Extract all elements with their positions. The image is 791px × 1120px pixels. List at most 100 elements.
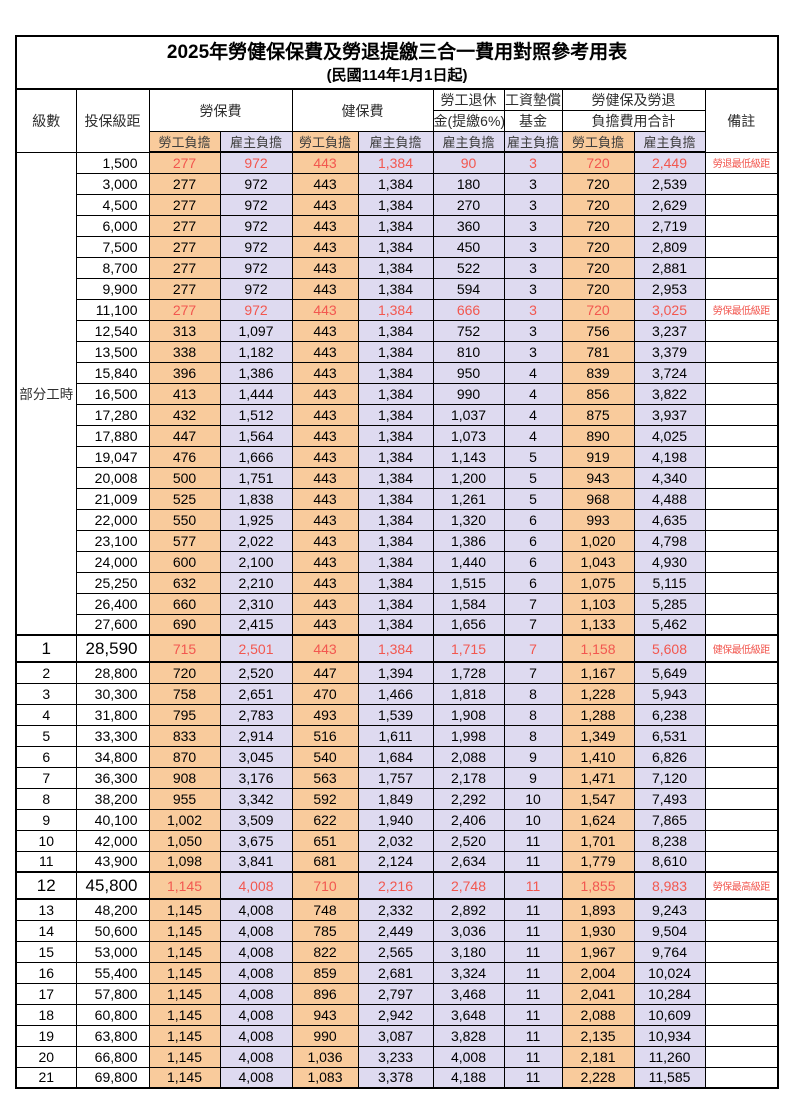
value-cell: 516 (291, 724, 359, 747)
col-header-health-insurance: 健保費 (291, 88, 434, 132)
remark-cell: 勞退最低級距 (704, 151, 779, 174)
value-cell: 4 (503, 382, 563, 405)
bracket-cell: 19,047 (75, 445, 150, 468)
remark-cell (704, 319, 779, 342)
level-cell: 18 (15, 1003, 77, 1026)
value-cell: 9 (503, 745, 563, 768)
value-cell: 277 (148, 235, 221, 258)
value-cell: 2,892 (432, 898, 505, 921)
value-cell: 443 (291, 592, 359, 615)
value-cell: 4,008 (219, 898, 293, 921)
level-cell: 20 (15, 1045, 77, 1068)
value-cell: 5 (503, 445, 563, 468)
value-cell: 972 (219, 214, 293, 237)
value-cell: 1,384 (357, 361, 434, 384)
table-row: 19 63,800 1,145 4,008 990 3,087 3,828 11 2,135 10… (15, 1024, 779, 1047)
value-cell: 443 (291, 277, 359, 300)
value-cell: 972 (219, 151, 293, 174)
value-cell: 7 (503, 661, 563, 684)
table-row: 13,500 338 1,182 443 1,384 810 3 781 3,379 (16, 340, 779, 363)
value-cell: 2,942 (357, 1003, 434, 1026)
title-cell: 2025年勞健保保費及勞退提繳三合一費用對照參考用表 (民國114年1月1日起) (15, 35, 779, 90)
value-cell: 875 (561, 403, 635, 426)
remark-cell (704, 1024, 779, 1047)
value-cell: 4,008 (219, 940, 293, 963)
value-cell: 1,684 (357, 745, 434, 768)
table-row: 20,008 500 1,751 443 1,384 1,200 5 943 4,340 (16, 466, 779, 489)
value-cell: 2,809 (633, 235, 706, 258)
bracket-cell: 25,250 (75, 571, 150, 594)
value-cell: 1,288 (561, 703, 635, 726)
value-cell: 2,681 (357, 961, 434, 984)
value-cell: 277 (148, 151, 221, 174)
table-row: 26,400 660 2,310 443 1,384 1,584 7 1,103 5,285 (16, 592, 779, 615)
value-cell: 443 (291, 361, 359, 384)
value-cell: 1,444 (219, 382, 293, 405)
remark-cell (704, 256, 779, 279)
bracket-cell: 40,100 (75, 808, 150, 831)
value-cell: 9,764 (633, 940, 706, 963)
table-row: 17,280 432 1,512 443 1,384 1,037 4 875 3,937 (16, 403, 779, 426)
subheader-health-employer: 雇主負擔 (357, 131, 434, 153)
value-cell: 4,008 (219, 1003, 293, 1026)
table-row: 3 30,300 758 2,651 470 1,466 1,818 8 1,228 5,943 (15, 682, 779, 705)
value-cell: 3,342 (219, 787, 293, 810)
value-cell: 5 (503, 487, 563, 510)
value-cell: 2,292 (432, 787, 505, 810)
value-cell: 2,449 (633, 151, 706, 174)
value-cell: 443 (291, 403, 359, 426)
bracket-cell: 21,009 (75, 487, 150, 510)
value-cell: 3,324 (432, 961, 505, 984)
header-row-groups-2: 金(提繳6%) 基金 負擔費用合計 (16, 110, 778, 132)
value-cell: 720 (148, 661, 221, 684)
col-header-total-line1: 勞健保及勞退 (561, 88, 706, 111)
value-cell: 2,032 (357, 829, 434, 852)
table-row: 15,840 396 1,386 443 1,384 950 4 839 3,724 (16, 361, 779, 384)
value-cell: 4,008 (219, 1045, 293, 1068)
table-row: 3,000 277 972 443 1,384 180 3 720 2,539 (16, 172, 779, 195)
value-cell: 3,724 (633, 361, 706, 384)
value-cell: 1,855 (561, 871, 635, 900)
bracket-cell: 17,880 (75, 424, 150, 447)
value-cell: 443 (291, 214, 359, 237)
value-cell: 443 (291, 235, 359, 258)
subheader-labor-employer: 雇主負擔 (219, 131, 293, 153)
value-cell: 11 (503, 1003, 563, 1026)
remark-cell (704, 766, 779, 789)
value-cell: 493 (291, 703, 359, 726)
value-cell: 1,779 (561, 850, 635, 873)
value-cell: 4,930 (633, 550, 706, 573)
value-cell: 690 (148, 613, 221, 636)
value-cell: 277 (148, 256, 221, 279)
value-cell: 1,998 (432, 724, 505, 747)
value-cell: 443 (291, 529, 359, 552)
value-cell: 1,103 (561, 592, 635, 615)
col-header-bracket: 投保級距 (75, 88, 150, 153)
value-cell: 4,008 (219, 1024, 293, 1047)
value-cell: 443 (291, 613, 359, 636)
value-cell: 1,143 (432, 445, 505, 468)
value-cell: 1,838 (219, 487, 293, 510)
value-cell: 950 (432, 361, 505, 384)
table-row: 15 53,000 1,145 4,008 822 2,565 3,180 11 1,967 9,… (15, 940, 779, 963)
value-cell: 720 (561, 256, 635, 279)
remark-cell (704, 1003, 779, 1026)
value-cell: 1,002 (148, 808, 221, 831)
table-row: 13 48,200 1,145 4,008 748 2,332 2,892 11 1,893 9,… (15, 898, 779, 921)
value-cell: 870 (148, 745, 221, 768)
value-cell: 577 (148, 529, 221, 552)
value-cell: 720 (561, 277, 635, 300)
value-cell: 756 (561, 319, 635, 342)
col-header-remark: 備註 (704, 88, 779, 153)
premium-table: 2025年勞健保保費及勞退提繳三合一費用對照參考用表 (民國114年1月1日起)… (15, 35, 780, 1089)
level-cell: 13 (15, 898, 77, 921)
bracket-cell: 45,800 (75, 871, 150, 900)
worksheet: 2025年勞健保保費及勞退提繳三合一費用對照參考用表 (民國114年1月1日起)… (15, 35, 780, 1089)
value-cell: 443 (291, 340, 359, 363)
value-cell: 1,145 (148, 871, 221, 900)
value-cell: 1,471 (561, 766, 635, 789)
value-cell: 3 (503, 235, 563, 258)
table-row: 18 60,800 1,145 4,008 943 2,942 3,648 11 2,088 10… (15, 1003, 779, 1026)
level-cell: 3 (15, 682, 77, 705)
table-row: 11 43,900 1,098 3,841 681 2,124 2,634 11 1,779 8,… (15, 850, 779, 873)
